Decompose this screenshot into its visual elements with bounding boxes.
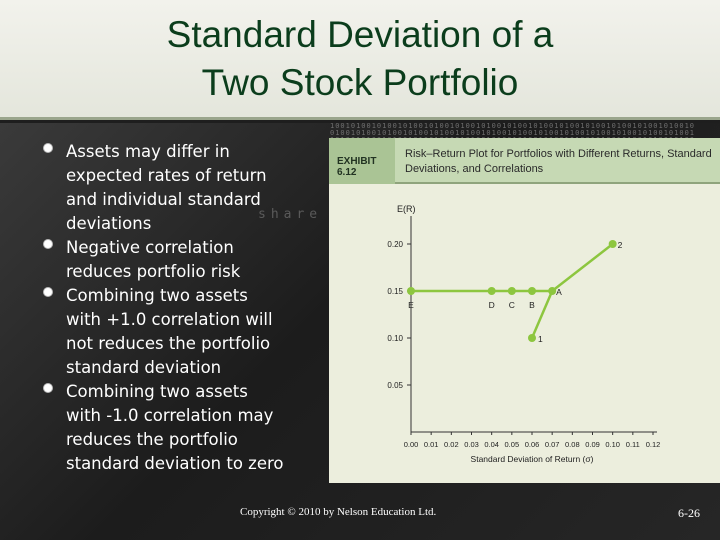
x-tick-label: 0.05 xyxy=(505,440,520,449)
y-tick-label: 0.20 xyxy=(387,240,403,249)
bullet-dot-icon xyxy=(44,144,52,152)
y-tick-label: 0.10 xyxy=(387,334,403,343)
data-point-label: 1 xyxy=(538,334,543,344)
data-point-label: D xyxy=(489,300,495,310)
data-point xyxy=(407,287,415,295)
x-tick-label: 0.12 xyxy=(646,440,661,449)
data-point xyxy=(507,287,516,295)
x-tick-label: 0.01 xyxy=(424,440,439,449)
bullet-item: Combining two assets with -1.0 correlati… xyxy=(40,380,320,476)
x-tick-label: 0.07 xyxy=(545,440,560,449)
slide-footer: Copyright © 2010 by Nelson Education Ltd… xyxy=(0,506,720,526)
copyright-text: Copyright © 2010 by Nelson Education Ltd… xyxy=(240,506,437,518)
data-point xyxy=(528,287,536,295)
exhibit-header: EXHIBIT 6.12 Risk–Return Plot for Portfo… xyxy=(329,138,720,184)
page-number: 6-26 xyxy=(678,506,700,520)
data-point-label: E xyxy=(408,300,414,310)
bullet-dot-icon xyxy=(44,240,52,248)
title-band: Standard Deviation of a Two Stock Portfo… xyxy=(0,0,720,120)
x-tick-label: 0.03 xyxy=(464,440,479,449)
bullet-text: Combining two assets with +1.0 correlati… xyxy=(66,286,273,377)
x-tick-label: 0.06 xyxy=(525,440,540,449)
data-point-label: B xyxy=(529,300,535,310)
slide-title-line-2: Two Stock Portfolio xyxy=(201,62,519,103)
slide-title-line-1: Standard Deviation of a xyxy=(166,14,554,55)
exhibit-panel: EXHIBIT 6.12 Risk–Return Plot for Portfo… xyxy=(329,138,720,483)
exhibit-number: EXHIBIT 6.12 xyxy=(337,156,377,178)
x-tick-label: 0.11 xyxy=(626,440,640,449)
bullet-dot-icon xyxy=(44,288,52,296)
series-line xyxy=(530,290,554,339)
exhibit-tab: EXHIBIT 6.12 xyxy=(329,138,395,184)
x-tick-label: 0.00 xyxy=(404,440,419,449)
bullet-text: Combining two assets with -1.0 correlati… xyxy=(66,382,284,473)
bullet-item: Negative correlation reduces portfolio r… xyxy=(40,236,320,284)
series-line xyxy=(411,243,614,293)
x-axis-label: Standard Deviation of Return (σ) xyxy=(471,454,594,464)
bullet-text: Negative correlation reduces portfolio r… xyxy=(66,238,241,281)
exhibit-title: Risk–Return Plot for Portfolios with Dif… xyxy=(405,148,712,175)
background-word: share xyxy=(258,207,323,222)
bullet-item: Combining two assets with +1.0 correlati… xyxy=(40,284,320,380)
bullet-dot-icon xyxy=(44,384,52,392)
y-tick-label: 0.15 xyxy=(387,287,403,296)
bullet-item: Assets may differ in expected rates of r… xyxy=(40,140,320,236)
data-point xyxy=(608,240,617,248)
risk-return-chart: E(R) 0.05 0.10 0.15 0.20 0.00 0.01 0.02 0.03 0.04… xyxy=(387,204,661,464)
data-point xyxy=(487,287,496,295)
data-point-label: A xyxy=(556,287,562,297)
bullet-text: Assets may differ in expected rates of r… xyxy=(66,142,267,233)
bullet-list: Assets may differ in expected rates of r… xyxy=(40,140,320,476)
y-tick-label: 0.05 xyxy=(387,381,403,390)
data-point-label: C xyxy=(509,300,515,310)
y-axis-label: E(R) xyxy=(397,204,416,214)
x-tick-label: 0.08 xyxy=(565,440,580,449)
x-tick-label: 0.10 xyxy=(605,440,620,449)
x-tick-label: 0.09 xyxy=(585,440,600,449)
x-tick-label: 0.02 xyxy=(444,440,459,449)
data-point xyxy=(548,287,557,295)
data-point-label: 2 xyxy=(618,240,623,250)
x-tick-label: 0.04 xyxy=(484,440,499,449)
data-point xyxy=(528,334,536,342)
